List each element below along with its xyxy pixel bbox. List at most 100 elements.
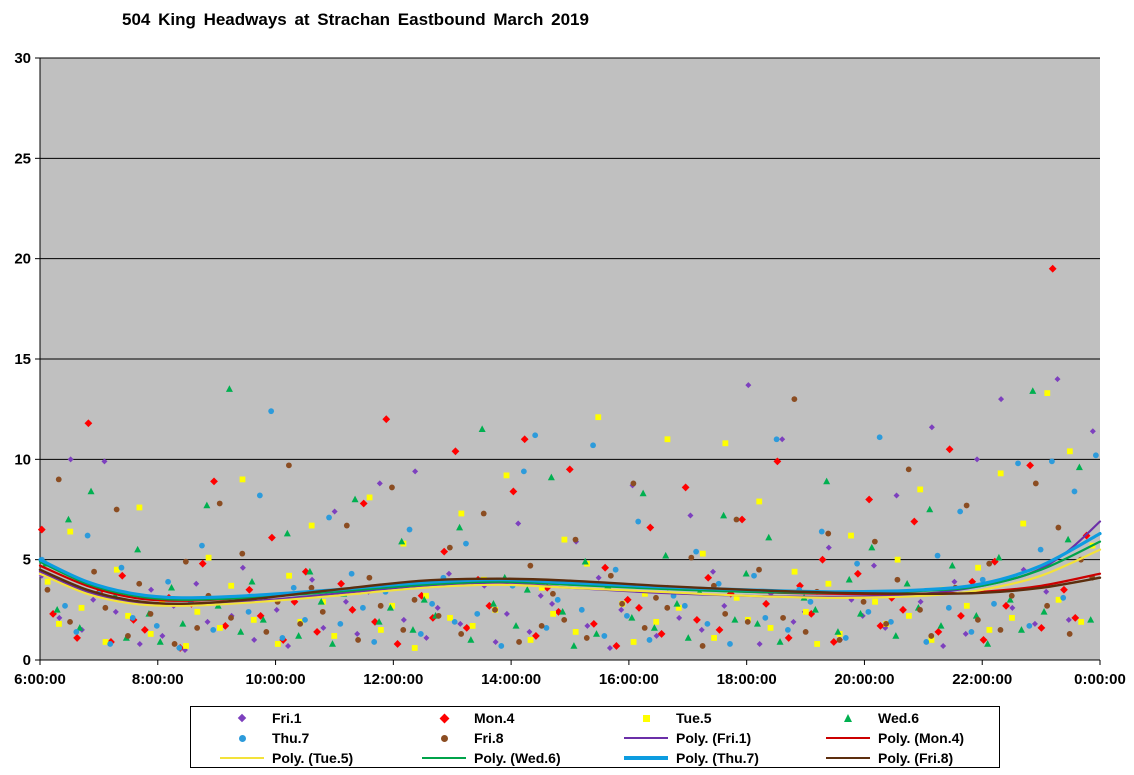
scatter-point [84,419,93,428]
scatter-point [948,561,956,569]
scatter-point [997,470,1004,477]
x-axis-label: 16:00:00 [599,671,659,688]
scatter-point [523,585,531,593]
scatter-point [780,614,786,621]
scatter-point [762,599,770,608]
scatter-point [245,585,254,594]
scatter-point [359,499,368,508]
scatter-point [984,640,992,647]
scatter-point [538,622,545,629]
scatter-point [447,614,453,621]
poly-thu7-line-icon [624,756,668,760]
scatter-point [892,632,900,639]
scatter-point [480,510,487,517]
scatter-point [193,580,200,587]
legend-item-poly-mon4: Poly. (Mon.4) [797,728,999,748]
scatter-point [456,523,464,531]
scatter-point [630,480,637,487]
scatter-point [1031,620,1038,627]
scatter-point [934,552,941,559]
chart-legend: Fri.1 Mon.4 Tue.5 Wed.6 Thu.7 Fri.8 Poly… [190,706,1000,768]
scatter-point [183,643,189,649]
scatter-point [814,641,821,647]
scatter-point [1032,480,1039,487]
scatter-point [756,498,763,505]
scatter-point [526,628,533,635]
thu7-circle-marker-icon [238,734,246,742]
scatter-point [818,555,827,564]
legend-item-poly-fri8: Poly. (Fri.8) [797,748,999,768]
scatter-point [239,564,246,571]
scatter-point [917,598,924,605]
scatter-point [228,582,235,589]
scatter-point [945,445,954,454]
scatter-point [393,640,402,648]
scatter-point [744,618,751,625]
scatter-point [377,602,384,609]
scatter-point [584,622,591,629]
scatter-point [118,564,125,571]
scatter-point [148,586,155,593]
scatter-point [894,576,901,583]
scatter-point [147,610,154,617]
scatter-point [532,432,539,439]
scatter-point [417,631,424,637]
scatter-point [366,574,373,581]
scatter-point [928,633,935,639]
scatter-point [118,571,127,580]
legend-label-fri8: Fri.8 [474,730,504,746]
scatter-point [888,618,894,625]
scatter-point [398,537,406,545]
legend-label-poly-tue5: Poly. (Tue.5) [272,750,354,766]
scatter-point [515,520,522,527]
scatter-point [366,494,373,501]
scatter-point [784,634,793,642]
scatter-point [641,624,648,631]
scatter-point [940,642,947,649]
scatter-point [53,606,61,613]
scatter-point [675,604,682,611]
scatter-point [467,636,475,643]
scatter-point [485,601,494,610]
scatter-point [147,631,154,637]
scatter-point [239,476,246,483]
scatter-point [664,436,671,443]
scatter-point [979,636,988,644]
scatter-point [297,620,304,627]
scatter-point [704,573,713,582]
scatter-point [423,634,430,641]
scatter-point [951,578,958,585]
scatter-point [221,621,230,630]
scatter-point [779,436,786,443]
scatter-point [256,492,263,499]
scatter-point [733,594,740,601]
mon4-diamond-marker-icon [439,713,449,723]
scatter-point [503,610,510,617]
scatter-point [917,606,923,613]
legend-label-poly-wed6: Poly. (Wed.6) [474,750,561,766]
scatter-point [313,628,321,636]
scatter-point [245,608,252,615]
poly-tue5-line-icon [220,756,264,760]
y-axis-label: 5 [23,552,31,569]
scatter-point [991,600,997,607]
scatter-point [910,517,919,526]
scatter-point [377,627,384,633]
scatter-point [687,512,694,519]
x-axis-label: 6:00:00 [14,671,66,688]
scatter-point [876,434,883,441]
legend-item-poly-thu7: Poly. (Thu.7) [595,748,797,768]
scatter-point [538,584,545,591]
scatter-point [581,557,589,565]
scatter-point [179,620,187,627]
scatter-point [1008,592,1015,599]
scatter-point [589,619,598,628]
scatter-point [995,553,1003,561]
scatter-point [44,578,51,585]
scatter-point [903,579,911,587]
scatter-point [776,638,784,645]
scatter-point [308,522,315,529]
scatter-point [451,447,460,456]
scatter-point [550,610,557,617]
scatter-point [583,635,590,641]
